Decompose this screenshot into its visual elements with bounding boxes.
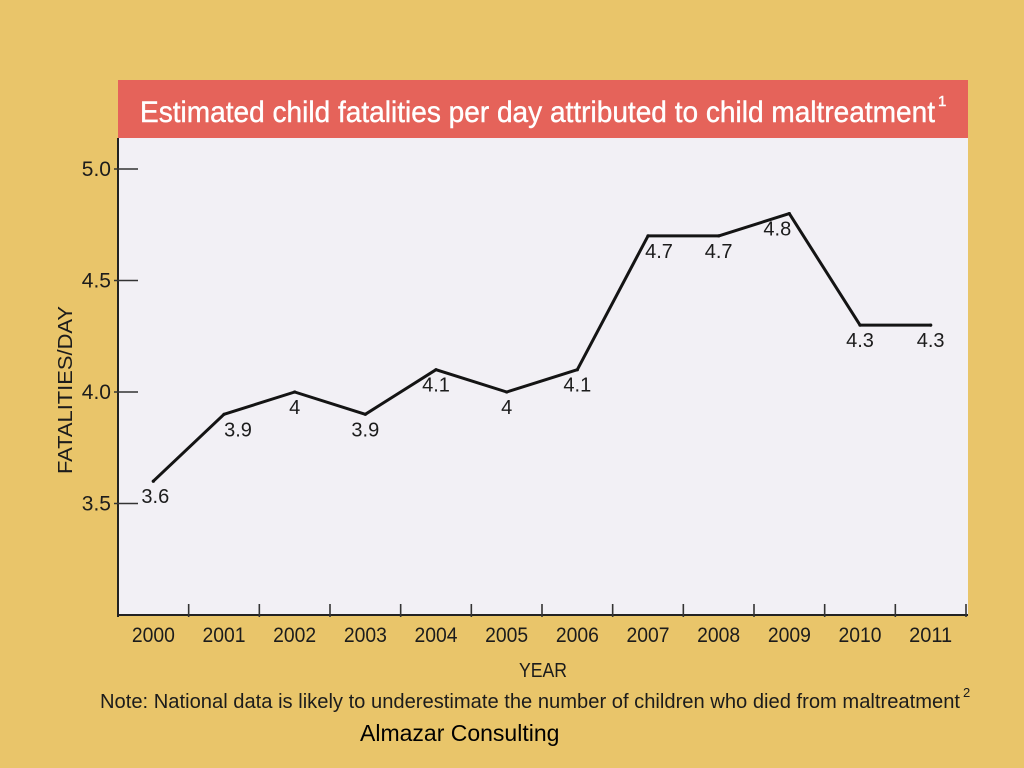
chart: Estimated child fatalities per day attri…: [55, 80, 968, 682]
data-point: [434, 368, 438, 372]
data-points: [151, 212, 933, 483]
chart-title-bar: [118, 80, 968, 138]
data-point: [293, 390, 297, 394]
footnote-note-marker: 2: [963, 685, 970, 700]
data-point: [363, 412, 367, 416]
data-point: [505, 390, 509, 394]
x-tick-label: 2009: [768, 624, 811, 647]
data-label: 4.7: [645, 241, 673, 263]
x-tick-label: 2010: [839, 624, 882, 647]
data-label: 3.9: [351, 419, 379, 441]
x-tick-label: 2007: [627, 624, 670, 647]
credit-text: Almazar Consulting: [360, 720, 559, 746]
y-ticks: 5.0 4.5 4.0 3.5: [82, 158, 138, 516]
x-tick-label: 2005: [485, 624, 528, 647]
data-point: [222, 412, 226, 416]
data-label: 3.9: [224, 419, 252, 441]
data-label: 3.6: [141, 486, 169, 508]
series-line: [151, 212, 933, 483]
data-label: 4.7: [705, 241, 733, 263]
chart-title-footnote-marker: 1: [938, 93, 946, 110]
data-label: 4.3: [917, 330, 945, 352]
data-label: 4.8: [763, 219, 791, 241]
x-tick-label: 2008: [697, 624, 740, 647]
data-point: [151, 479, 155, 483]
x-axis-label: YEAR: [519, 660, 567, 682]
data-labels: 3.6 3.9 4 3.9 4.1 4 4.1 4.7 4.7 4.8 4.3 4.3: [141, 219, 944, 509]
y-axis-label: FATALITIES/DAY: [55, 306, 77, 474]
y-tick-label: 5.0: [82, 158, 111, 181]
chart-panel: [118, 80, 968, 615]
data-label: 4.1: [422, 375, 450, 397]
data-point: [717, 234, 721, 238]
data-point: [646, 234, 650, 238]
data-point: [929, 323, 933, 327]
x-tick-label: 2002: [273, 624, 316, 647]
footnote-note: Note: National data is likely to underes…: [100, 691, 960, 713]
data-point: [575, 368, 579, 372]
data-label: 4: [501, 397, 512, 419]
data-point: [858, 323, 862, 327]
x-tick-label: 2003: [344, 624, 387, 647]
data-point: [787, 212, 791, 216]
x-tick-label: 2006: [556, 624, 599, 647]
y-tick-label: 3.5: [82, 493, 111, 516]
data-label: 4: [289, 397, 300, 419]
y-tick-label: 4.5: [82, 270, 111, 293]
chart-title: Estimated child fatalities per day attri…: [140, 96, 936, 129]
x-tick-label: 2011: [909, 624, 952, 647]
data-label: 4.1: [563, 375, 591, 397]
x-tick-label: 2000: [132, 624, 175, 647]
x-tick-label: 2001: [203, 624, 246, 647]
x-tick-label: 2004: [415, 624, 458, 647]
y-tick-label: 4.0: [82, 381, 111, 404]
x-ticks: 2000 2001 2002 2003 2004 2005 2006 2007 2008 2009…: [132, 604, 967, 647]
data-label: 4.3: [846, 330, 874, 352]
